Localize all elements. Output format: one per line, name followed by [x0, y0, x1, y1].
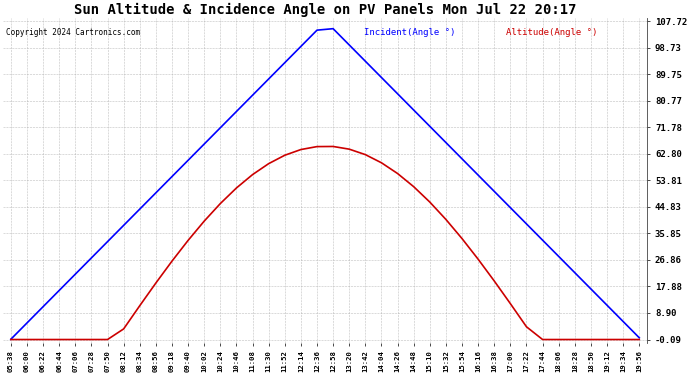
Title: Sun Altitude & Incidence Angle on PV Panels Mon Jul 22 20:17: Sun Altitude & Incidence Angle on PV Pan…	[74, 3, 576, 17]
Text: Altitude(Angle °): Altitude(Angle °)	[506, 28, 597, 37]
Text: Incident(Angle °): Incident(Angle °)	[364, 28, 455, 37]
Text: Copyright 2024 Cartronics.com: Copyright 2024 Cartronics.com	[6, 28, 140, 37]
